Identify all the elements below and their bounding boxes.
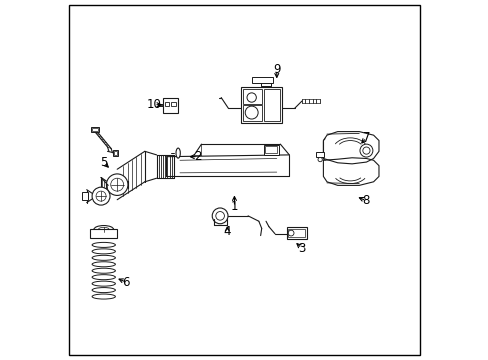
Ellipse shape bbox=[94, 226, 113, 233]
Bar bbox=[242, 105, 262, 121]
Ellipse shape bbox=[98, 227, 109, 231]
Bar bbox=[265, 146, 277, 153]
Ellipse shape bbox=[92, 288, 115, 293]
Text: 10: 10 bbox=[146, 98, 161, 111]
Circle shape bbox=[244, 106, 258, 119]
Circle shape bbox=[110, 178, 123, 191]
Bar bbox=[164, 102, 169, 107]
Ellipse shape bbox=[92, 268, 115, 273]
Bar bbox=[113, 151, 117, 154]
Ellipse shape bbox=[92, 275, 115, 280]
Circle shape bbox=[317, 157, 322, 162]
Bar bbox=[112, 150, 118, 156]
Bar bbox=[252, 77, 273, 83]
Bar bbox=[82, 192, 88, 201]
Circle shape bbox=[92, 187, 110, 205]
Bar bbox=[92, 128, 98, 131]
Text: 8: 8 bbox=[362, 194, 369, 207]
Text: 4: 4 bbox=[223, 225, 230, 238]
Ellipse shape bbox=[92, 262, 115, 267]
Bar bbox=[286, 227, 306, 239]
Ellipse shape bbox=[92, 281, 115, 286]
Text: 9: 9 bbox=[272, 63, 280, 76]
Bar bbox=[260, 79, 271, 86]
Bar bbox=[316, 152, 324, 157]
Circle shape bbox=[96, 191, 106, 201]
Bar bbox=[287, 229, 305, 237]
Bar bbox=[242, 89, 262, 104]
Circle shape bbox=[215, 212, 224, 220]
Ellipse shape bbox=[176, 148, 180, 158]
Ellipse shape bbox=[92, 242, 115, 247]
Bar bbox=[158, 104, 163, 107]
Circle shape bbox=[106, 174, 128, 195]
Ellipse shape bbox=[92, 294, 115, 299]
Bar bbox=[264, 145, 278, 155]
Circle shape bbox=[362, 147, 369, 154]
Ellipse shape bbox=[92, 249, 115, 254]
Text: 5: 5 bbox=[100, 156, 107, 169]
Text: 2: 2 bbox=[194, 150, 201, 163]
Bar bbox=[90, 229, 117, 238]
Circle shape bbox=[287, 230, 293, 236]
Circle shape bbox=[359, 144, 372, 157]
Bar bbox=[163, 98, 178, 113]
Circle shape bbox=[212, 208, 227, 224]
Bar bbox=[171, 102, 175, 107]
Bar bbox=[91, 127, 99, 132]
Bar bbox=[263, 89, 279, 121]
Text: 7: 7 bbox=[362, 131, 369, 144]
Text: 6: 6 bbox=[122, 276, 130, 289]
Bar bbox=[241, 87, 282, 123]
Text: 3: 3 bbox=[298, 242, 305, 255]
Ellipse shape bbox=[92, 255, 115, 260]
Circle shape bbox=[246, 93, 256, 102]
Text: 1: 1 bbox=[230, 201, 238, 213]
